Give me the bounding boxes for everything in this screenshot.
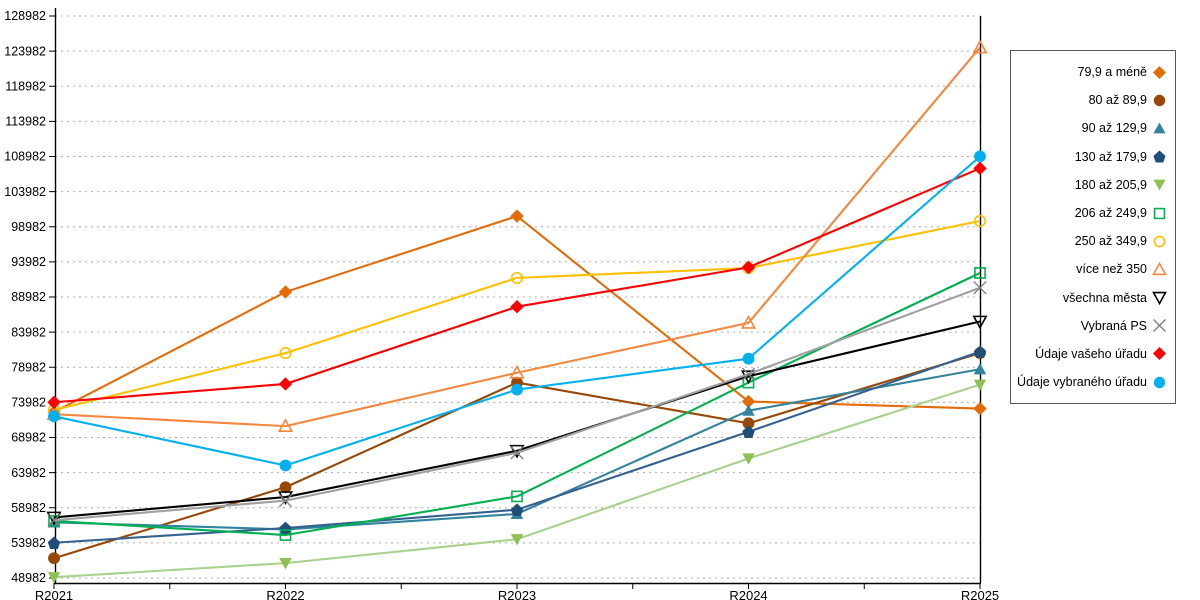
svg-text:128982: 128982: [4, 9, 46, 23]
svg-text:R2023: R2023: [498, 588, 536, 600]
legend-item: 80 až 89,9: [1015, 86, 1167, 114]
svg-text:R2021: R2021: [35, 588, 73, 600]
triangle-open-legend-marker-icon: [1152, 261, 1167, 276]
triangle-legend-marker-icon: [1153, 122, 1166, 134]
legend-item: 180 až 205,9: [1015, 171, 1167, 199]
series-11: [47, 161, 987, 409]
svg-text:68982: 68982: [11, 431, 46, 445]
triangle-down-legend-marker-icon: [1153, 179, 1166, 191]
legend: 79,9 a méně 80 až 89,9 90 až 129,9 130 až 1…: [1010, 50, 1176, 405]
svg-text:R2024: R2024: [729, 588, 767, 600]
svg-text:83982: 83982: [11, 325, 46, 339]
svg-text:88982: 88982: [11, 290, 46, 304]
series-5: [47, 379, 987, 584]
svg-text:58982: 58982: [11, 501, 46, 515]
legend-item-label: 90 až 129,9: [1081, 121, 1147, 136]
svg-text:93982: 93982: [11, 255, 46, 269]
svg-text:113982: 113982: [5, 115, 46, 129]
svg-text:48982: 48982: [11, 571, 46, 585]
svg-text:78982: 78982: [11, 360, 46, 374]
svg-text:73982: 73982: [11, 396, 46, 410]
legend-item: Údaje vašeho úřadu: [1015, 340, 1167, 368]
legend-item: všechna města: [1015, 284, 1167, 312]
legend-item-label: 180 až 205,9: [1074, 177, 1147, 192]
legend-item-label: Údaje vybraného úřadu: [1017, 375, 1147, 390]
legend-item: 206 až 249,9: [1015, 199, 1167, 227]
series-10: [47, 281, 987, 527]
legend-item: 130 až 179,9: [1015, 143, 1167, 171]
legend-item-label: více než 350: [1076, 262, 1147, 277]
svg-text:R2022: R2022: [266, 588, 304, 600]
series-4: [47, 345, 987, 549]
svg-text:123982: 123982: [4, 44, 46, 58]
legend-item: 79,9 a méně: [1015, 58, 1167, 86]
svg-text:108982: 108982: [4, 150, 46, 164]
series-9: [46, 315, 988, 526]
legend-item-label: Údaje vašeho úřadu: [1035, 346, 1147, 361]
legend-item: Vybraná PS: [1015, 312, 1167, 340]
series-12: [48, 150, 986, 472]
legend-item: 90 až 129,9: [1015, 114, 1167, 142]
x-legend-marker-icon: [1153, 319, 1166, 333]
legend-item-label: 130 až 179,9: [1074, 149, 1147, 164]
svg-text:118982: 118982: [5, 79, 46, 93]
circle-legend-marker-icon: [1153, 94, 1166, 106]
legend-item-label: všechna města: [1062, 290, 1147, 305]
legend-item-label: 250 až 349,9: [1074, 234, 1147, 249]
legend-item: 250 až 349,9: [1015, 227, 1167, 255]
circle-legend-marker-icon: [1153, 376, 1166, 388]
svg-text:53982: 53982: [11, 536, 46, 550]
svg-text:103982: 103982: [4, 185, 46, 199]
square-open-legend-marker-icon: [1153, 207, 1166, 219]
legend-item-label: 80 až 89,9: [1088, 93, 1147, 108]
svg-text:98982: 98982: [11, 220, 46, 234]
legend-item-label: 79,9 a méně: [1077, 65, 1148, 80]
diamond-legend-marker-icon: [1153, 65, 1166, 79]
triangle-down-open-legend-marker-icon: [1152, 291, 1167, 306]
legend-item-label: 206 až 249,9: [1074, 206, 1147, 221]
legend-item-label: Vybraná PS: [1080, 318, 1147, 333]
diamond-legend-marker-icon: [1153, 347, 1166, 361]
series-8: [46, 39, 988, 433]
svg-text:R2025: R2025: [961, 588, 999, 600]
circle-open-legend-marker-icon: [1153, 235, 1166, 248]
legend-item: více než 350: [1015, 255, 1167, 283]
pentagon-legend-marker-icon: [1153, 150, 1166, 163]
legend-item: Údaje vybraného úřadu: [1015, 368, 1167, 396]
svg-text:63982: 63982: [11, 466, 46, 480]
